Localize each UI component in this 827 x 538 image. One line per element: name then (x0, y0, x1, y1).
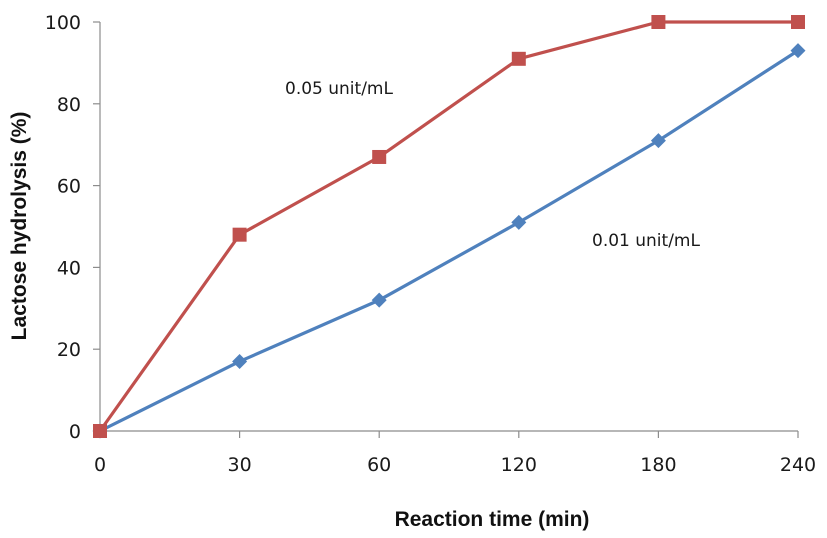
data-point-square (372, 149, 387, 164)
data-point-square (791, 15, 805, 29)
y-tick-label: 40 (57, 257, 81, 279)
x-tick-label: 240 (780, 454, 816, 476)
y-tick-label: 0 (69, 421, 81, 443)
series-line-1 (99, 49, 799, 433)
data-point-square (511, 51, 526, 66)
y-tick-label: 60 (57, 176, 81, 198)
data-point-square (651, 15, 666, 29)
y-tick-labels: 0 20 40 60 80 100 (45, 12, 81, 443)
x-tick-label: 0 (94, 454, 106, 476)
x-axis-title: Reaction time (min) (395, 508, 590, 531)
annotation-0-01-unit: 0.01 unit/mL (592, 231, 700, 251)
data-point-diamond (511, 214, 527, 230)
data-point-square (232, 227, 247, 242)
x-tick-labels: 0 30 60 120 180 240 (94, 454, 816, 476)
data-point-square (93, 424, 107, 438)
x-tick-label: 180 (640, 454, 676, 476)
annotation-0-05-unit: 0.05 unit/mL (285, 79, 393, 99)
data-point-diamond (790, 43, 806, 59)
axes (93, 21, 799, 438)
data-point-diamond (371, 292, 387, 308)
y-tick-label: 100 (45, 12, 81, 34)
series-group (92, 15, 806, 439)
x-tick-label: 60 (367, 454, 391, 476)
data-point-diamond (650, 133, 666, 149)
x-tick-label: 30 (228, 454, 252, 476)
x-tick-label: 120 (501, 454, 537, 476)
y-tick-label: 80 (57, 94, 81, 116)
data-point-diamond (232, 353, 248, 369)
series-line-0 (98, 20, 798, 432)
y-tick-label: 20 (57, 339, 81, 361)
y-axis-title: Lactose hydrolysis (%) (8, 112, 31, 341)
annotations: 0.05 unit/mL 0.01 unit/mL (285, 79, 700, 251)
